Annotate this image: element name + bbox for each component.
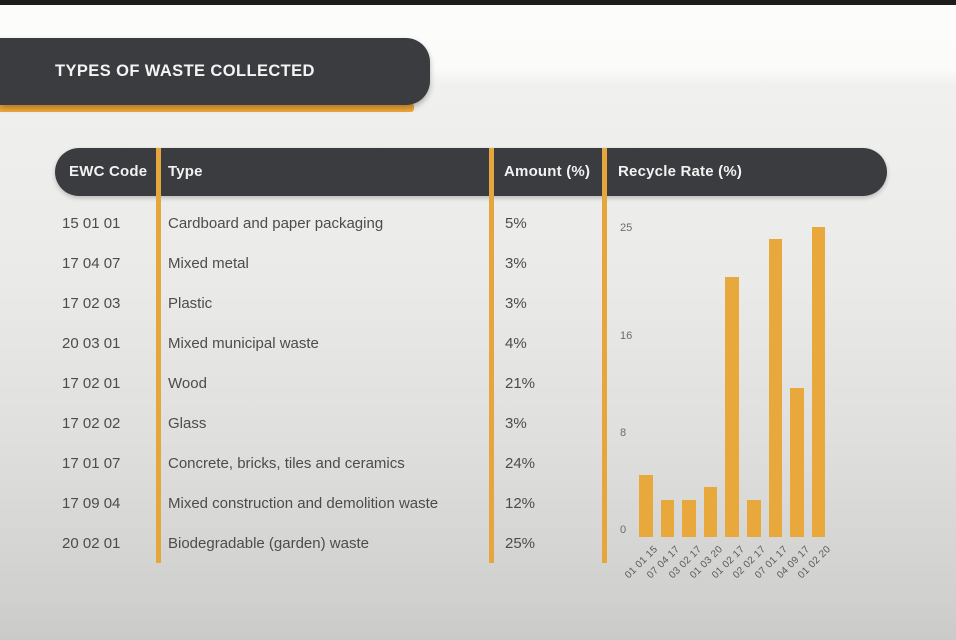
ewc-code-cell: 17 02 01 — [62, 375, 121, 392]
table-row: 15 01 01 Cardboard and paper packaging 5% — [55, 204, 605, 244]
table-row: 20 03 01 Mixed municipal waste 4% — [55, 324, 605, 364]
bar — [790, 388, 804, 537]
bar — [768, 239, 783, 537]
amount-cell: 3% — [505, 295, 527, 312]
y-axis-tick-label: 8 — [620, 427, 627, 440]
type-cell: Concrete, bricks, tiles and ceramics — [168, 455, 405, 472]
y-axis-tick-label: 16 — [620, 330, 633, 343]
ewc-code-cell: 17 04 07 — [62, 255, 121, 272]
y-axis-tick-label: 0 — [620, 524, 627, 536]
y-axis-tick-label: 25 — [620, 221, 633, 234]
ewc-code-cell: 20 03 01 — [62, 335, 121, 352]
column-divider-1 — [156, 148, 161, 563]
amount-cell: 12% — [505, 495, 536, 512]
table-row: 17 02 03 Plastic 3% — [55, 284, 605, 324]
title-underline — [0, 103, 414, 112]
table-header: EWC Code Type Amount (%) Recycle Rate (%… — [55, 148, 887, 196]
bar — [703, 487, 718, 537]
type-cell: Mixed municipal waste — [168, 335, 319, 352]
ewc-code-cell: 17 01 07 — [62, 455, 121, 472]
amount-cell: 24% — [505, 455, 536, 472]
type-cell: Cardboard and paper packaging — [168, 215, 384, 232]
amount-cell: 5% — [505, 215, 527, 232]
ewc-code-cell: 20 02 01 — [62, 535, 121, 552]
table-row: 17 02 01 Wood 21% — [55, 364, 605, 404]
type-cell: Mixed construction and demolition waste — [168, 495, 439, 512]
type-cell: Plastic — [168, 295, 213, 312]
table-row: 17 09 04 Mixed construction and demolitio… — [55, 484, 605, 524]
bar — [811, 227, 826, 537]
amount-cell: 3% — [505, 255, 527, 272]
bar — [660, 499, 675, 537]
column-header-type: Type — [168, 163, 203, 180]
bar — [682, 499, 696, 537]
table-row: 20 02 01 Biodegradable (garden) waste 25% — [55, 524, 605, 564]
top-edge-strip — [0, 0, 956, 5]
bar — [747, 499, 761, 537]
table-row: 17 01 07 Concrete, bricks, tiles and cera… — [55, 444, 605, 484]
ewc-code-cell: 15 01 01 — [62, 215, 121, 232]
bar — [725, 276, 739, 537]
table-row: 17 04 07 Mixed metal 3% — [55, 244, 605, 284]
page-title: TYPES OF WASTE COLLECTED — [55, 62, 315, 80]
amount-cell: 3% — [505, 415, 527, 432]
table-body: 15 01 01 Cardboard and paper packaging 5% 1… — [55, 204, 605, 564]
type-cell: Wood — [168, 375, 207, 392]
column-divider-2 — [489, 148, 494, 563]
ewc-code-cell: 17 02 02 — [62, 415, 121, 432]
amount-cell: 4% — [505, 335, 527, 352]
recycle-rate-chart: 0 8 16 25 01 01 15 07 04 17 03 02 17 01 03 20 0… — [608, 204, 938, 634]
column-header-amount: Amount (%) — [504, 163, 591, 180]
bar — [639, 475, 653, 537]
amount-cell: 25% — [505, 535, 536, 552]
title-banner: TYPES OF WASTE COLLECTED — [0, 38, 430, 105]
ewc-code-cell: 17 02 03 — [62, 295, 121, 312]
column-header-ewc-code: EWC Code — [69, 163, 148, 180]
column-divider-3 — [602, 148, 607, 563]
type-cell: Mixed metal — [168, 255, 249, 272]
type-cell: Glass — [168, 415, 207, 432]
type-cell: Biodegradable (garden) waste — [168, 535, 369, 552]
table-row: 17 02 02 Glass 3% — [55, 404, 605, 444]
column-header-recycle-rate: Recycle Rate (%) — [618, 163, 743, 180]
ewc-code-cell: 17 09 04 — [62, 495, 121, 512]
amount-cell: 21% — [505, 375, 536, 392]
